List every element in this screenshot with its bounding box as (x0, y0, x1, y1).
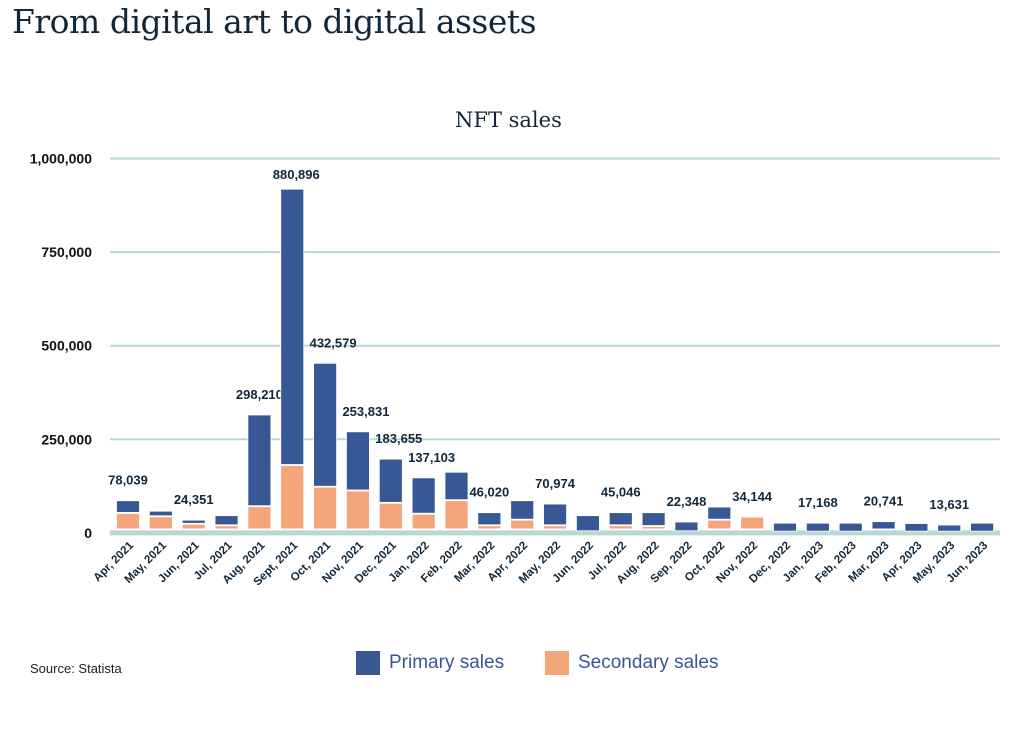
bar-primary (444, 471, 469, 501)
bar-primary (937, 524, 962, 532)
legend-label-secondary: Secondary sales (578, 652, 719, 673)
bar-primary (346, 431, 370, 491)
bar-primary (773, 522, 797, 532)
bar-primary (608, 512, 633, 526)
bar-primary (148, 510, 173, 517)
bar-primary (707, 506, 732, 520)
data-label: 183,655 (375, 431, 422, 446)
bar-primary (280, 188, 305, 465)
bar-primary (378, 458, 403, 503)
legend-swatch-secondary (545, 651, 569, 675)
data-label: 70,974 (535, 476, 576, 491)
bar-primary (510, 500, 535, 520)
bar-primary (838, 522, 863, 532)
data-label: 46,020 (469, 485, 509, 500)
y-tick-label: 250,000 (41, 431, 92, 447)
bar-secondary (247, 506, 272, 530)
bar-primary (641, 512, 666, 526)
bar-secondary (181, 523, 206, 530)
y-tick-label: 0 (84, 525, 92, 541)
data-label: 24,351 (174, 492, 214, 507)
bar-secondary (214, 525, 239, 530)
data-label: 298,210 (236, 387, 283, 402)
bar-secondary (346, 490, 370, 530)
bar-primary (576, 515, 600, 532)
data-label: 880,896 (273, 167, 320, 182)
data-label: 253,831 (342, 404, 389, 419)
bar-primary (247, 414, 272, 507)
y-tick-label: 750,000 (41, 244, 92, 260)
legend-label-primary: Primary sales (389, 652, 505, 673)
bar-primary (411, 477, 436, 514)
data-label: 432,579 (310, 335, 357, 350)
bar-secondary (148, 516, 173, 530)
bar-primary (477, 512, 502, 526)
y-tick-label: 500,000 (41, 338, 92, 354)
bar-primary (543, 503, 567, 526)
chart-title: NFT sales (455, 108, 562, 132)
data-label: 13,631 (929, 497, 969, 512)
bar-primary (805, 522, 830, 532)
legend-item-primary: Primary sales (356, 651, 504, 675)
bar-secondary (280, 465, 305, 530)
bar-primary (904, 523, 929, 532)
bar-secondary (444, 500, 469, 530)
data-label: 45,046 (601, 485, 641, 500)
bar-primary (116, 500, 140, 513)
data-label: 22,348 (667, 494, 707, 509)
bar-primary (214, 515, 239, 526)
bar-secondary (378, 502, 403, 530)
data-label: 78,039 (108, 473, 148, 488)
bar-secondary (510, 519, 535, 530)
bar-primary (313, 362, 338, 487)
bar-secondary (740, 516, 765, 530)
data-label: 137,103 (408, 450, 455, 465)
data-label: 34,144 (732, 489, 773, 504)
bar-secondary (411, 513, 436, 530)
legend-swatch-primary (356, 651, 380, 675)
bar-secondary (116, 513, 140, 530)
page-title: From digital art to digital assets (12, 2, 537, 41)
bar-primary (674, 521, 699, 532)
bar-primary (871, 521, 896, 530)
y-tick-label: 1,000,000 (30, 151, 92, 167)
bar-secondary (608, 525, 633, 530)
bar-primary (181, 519, 206, 524)
bar-secondary (543, 525, 567, 530)
bar-secondary (641, 526, 666, 530)
bar-primary (970, 522, 994, 532)
bar-secondary (707, 519, 732, 530)
data-label: 20,741 (864, 494, 904, 509)
data-label: 17,168 (798, 495, 838, 510)
legend-item-secondary: Secondary sales (545, 651, 718, 675)
bar-secondary (477, 525, 502, 530)
source-note: Source: Statista (30, 661, 122, 676)
bar-secondary (313, 486, 338, 530)
